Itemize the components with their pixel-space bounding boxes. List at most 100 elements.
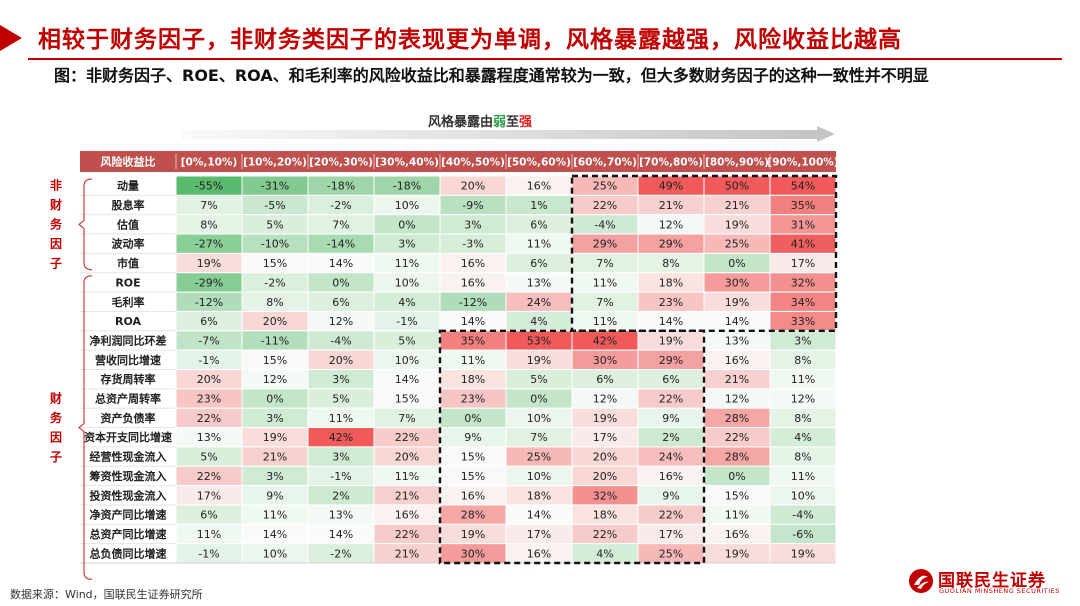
cell-value-label: -2% <box>330 547 351 560</box>
cell-value-label: 8% <box>200 218 217 231</box>
cell-value-label: 6% <box>332 296 349 309</box>
cell-value-label: 6% <box>200 315 217 328</box>
cell-value-label: 5% <box>200 451 217 464</box>
column-header: [80%,90%) <box>705 157 769 169</box>
cell-value-label: 10% <box>395 354 419 367</box>
cell-value-label: 3% <box>794 334 811 347</box>
cell-value-label: 35% <box>461 334 485 347</box>
cell-value-label: 11% <box>791 470 815 483</box>
brand-name-cn: 国联民生证券 <box>938 571 1046 591</box>
row-label: 净利润同比环差 <box>90 333 167 347</box>
cell-value-label: 3% <box>464 218 481 231</box>
cell-value-label: 7% <box>530 431 547 444</box>
cell-value-label: 25% <box>593 180 617 193</box>
cell-value-label: 16% <box>527 180 551 193</box>
cell-value-label: 35% <box>791 199 815 212</box>
cell-value-label: 30% <box>725 276 749 289</box>
cell-value-label: 22% <box>197 470 221 483</box>
cell-value-label: 16% <box>395 509 419 522</box>
cell-value-label: 22% <box>395 431 419 444</box>
row-label: 净资产同比增速 <box>90 508 167 522</box>
cell-value-label: 20% <box>263 315 287 328</box>
cell-value-label: -1% <box>198 354 219 367</box>
brand-logo-icon <box>909 569 933 593</box>
row-label: 估值 <box>116 217 139 231</box>
cell-value-label: 19% <box>659 334 683 347</box>
cell-value-label: 19% <box>197 257 221 270</box>
cell-value-label: 12% <box>659 218 683 231</box>
cell-value-label: 15% <box>263 354 287 367</box>
cell-value-label: 10% <box>263 547 287 560</box>
arrow-right-icon <box>817 126 835 142</box>
cell-value-label: 19% <box>725 547 749 560</box>
cell-value-label: 22% <box>593 199 617 212</box>
cell-value-label: 8% <box>794 412 811 425</box>
cell-value-label: 9% <box>464 431 481 444</box>
cell-value-label: 10% <box>395 276 419 289</box>
cell-value-label: 28% <box>725 412 749 425</box>
cell-value-label: 0% <box>728 257 745 270</box>
row-label: 经营性现金流入 <box>90 450 167 464</box>
exposure-arrow-label: 风格暴露由弱至强 <box>300 111 660 130</box>
row-label: 波动率 <box>112 237 145 251</box>
cell-value-label: 41% <box>791 238 815 251</box>
cell-value-label: 20% <box>395 451 419 464</box>
row-label: 动量 <box>117 179 139 193</box>
column-header: [70%,80%) <box>639 157 703 169</box>
corner-label: 风险收益比 <box>101 155 156 169</box>
data-source: 数据来源：Wind，国联民生证券研究所 <box>10 588 203 601</box>
cell-value-label: 42% <box>329 431 353 444</box>
cell-value-label: -31% <box>261 180 289 193</box>
cell-value-label: 19% <box>725 218 749 231</box>
cell-value-label: 22% <box>659 509 683 522</box>
cell-value-label: 54% <box>791 180 815 193</box>
cell-value-label: 11% <box>263 509 287 522</box>
cell-value-label: 13% <box>329 509 353 522</box>
row-label: ROE <box>115 276 140 289</box>
header-divider <box>28 58 1062 60</box>
cell-value-label: 10% <box>527 412 551 425</box>
cell-value-label: 8% <box>662 257 679 270</box>
arrow-label-mid: 至 <box>506 115 520 130</box>
row-label: 总资产周转率 <box>95 392 161 406</box>
group-bracket <box>78 178 93 271</box>
cell-value-label: 5% <box>530 373 547 386</box>
cell-value-label: 17% <box>527 528 551 541</box>
cell-value-label: -7% <box>198 334 219 347</box>
cell-value-label: 11% <box>725 509 749 522</box>
cell-value-label: 53% <box>527 334 551 347</box>
cell-value-label: -3% <box>462 238 483 251</box>
cell-value-label: 32% <box>791 276 815 289</box>
cell-value-label: 15% <box>725 489 749 502</box>
header-row-bg <box>80 151 836 172</box>
row-label: 总资产同比增速 <box>90 527 167 541</box>
cell-value-label: 23% <box>461 393 485 406</box>
cell-value-label: 28% <box>725 451 749 464</box>
cell-value-label: -4% <box>330 334 351 347</box>
cell-value-label: 16% <box>461 489 485 502</box>
cell-value-label: 19% <box>791 547 815 560</box>
cell-value-label: 29% <box>659 238 683 251</box>
cell-value-label: 2% <box>662 431 679 444</box>
cell-value-label: 2% <box>332 489 349 502</box>
cell-value-label: 19% <box>527 354 551 367</box>
cell-value-label: 8% <box>794 354 811 367</box>
cell-value-label: 24% <box>659 451 683 464</box>
cell-value-label: -12% <box>459 296 487 309</box>
cell-value-label: 11% <box>395 470 419 483</box>
column-header: [40%,50%) <box>441 157 505 169</box>
cell-value-label: 4% <box>398 296 415 309</box>
column-header: [20%,30%) <box>309 157 373 169</box>
cell-value-label: -11% <box>261 334 289 347</box>
cell-value-label: -4% <box>792 509 813 522</box>
cell-value-label: 18% <box>659 276 683 289</box>
group-label: 财务因子 <box>49 390 63 464</box>
cell-value-label: 10% <box>791 489 815 502</box>
cell-value-label: -1% <box>396 315 417 328</box>
cell-value-label: 9% <box>662 412 679 425</box>
cell-value-label: 11% <box>461 354 485 367</box>
cell-value-label: 30% <box>461 547 485 560</box>
cell-value-label: 19% <box>725 296 749 309</box>
cell-value-label: 17% <box>659 528 683 541</box>
cell-value-label: 5% <box>332 393 349 406</box>
